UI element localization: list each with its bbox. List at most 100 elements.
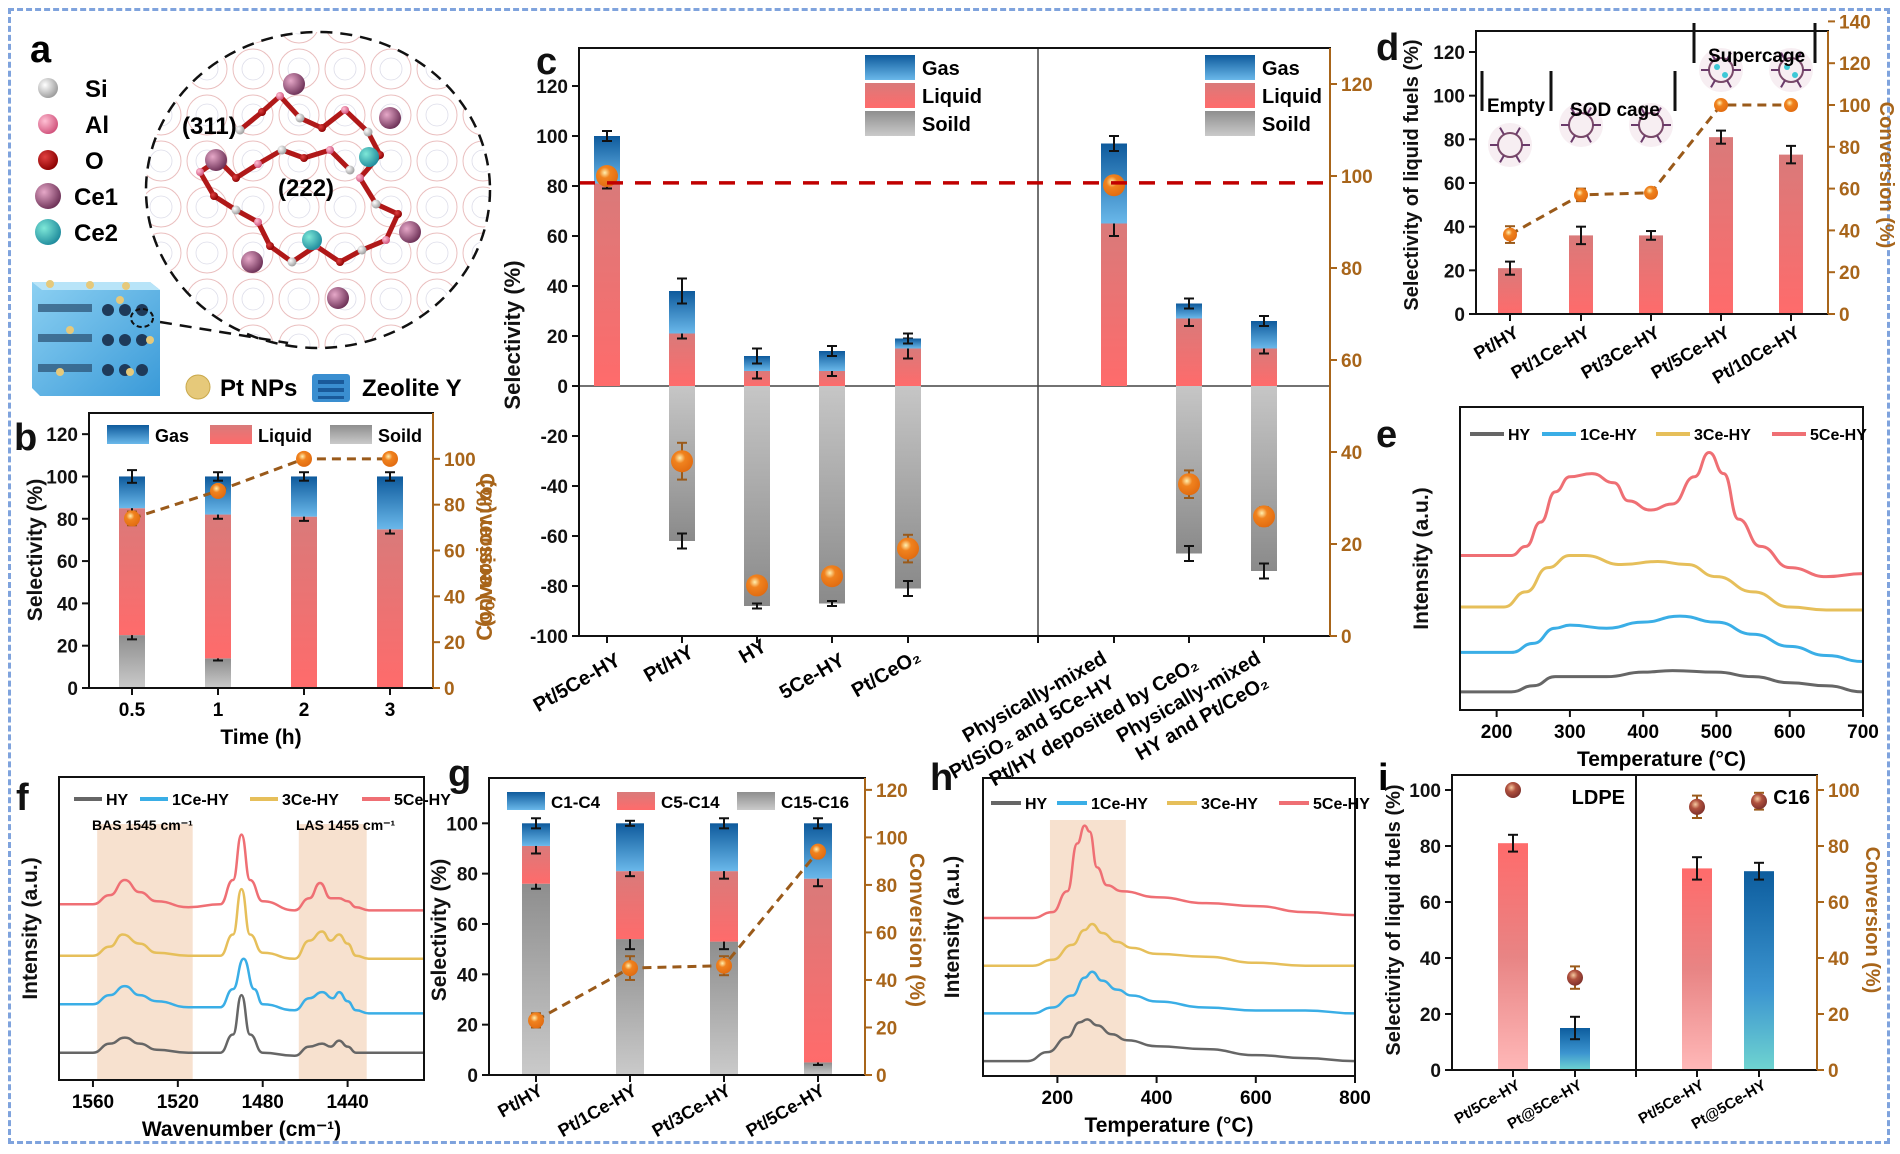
cage-spoke — [1586, 107, 1592, 116]
legend-swatch-soild — [1205, 111, 1255, 136]
annotation-empty: Empty — [1487, 96, 1546, 117]
bar-liquid-fuels — [1639, 235, 1663, 314]
cube-channel — [38, 364, 92, 372]
cube-pore — [136, 334, 148, 346]
x-axis-label: Time (h) — [220, 726, 301, 749]
framework-atom — [371, 199, 381, 209]
bar-soild — [119, 635, 145, 688]
conversion-point — [716, 957, 732, 974]
conversion-point — [671, 450, 693, 473]
x-tick-label: 2 — [299, 700, 310, 721]
ce2-atom — [302, 230, 322, 250]
framework-bond — [255, 220, 273, 248]
panel-label: i — [1378, 757, 1389, 799]
cage-annotations: Empty SOD cage Supercage — [1480, 23, 1817, 121]
legend-swatch-soild — [865, 111, 915, 136]
bar-liquid — [377, 529, 403, 688]
cube-pore — [136, 364, 148, 376]
series-line-hy — [982, 1018, 1356, 1063]
x-axis-label: Temperature (°C) — [1084, 1114, 1253, 1137]
bar-gas — [291, 476, 317, 517]
cage-spoke — [1656, 107, 1662, 116]
x-tick-label: 600 — [1240, 1088, 1272, 1109]
ce1-atom — [205, 149, 227, 171]
y2-tick-label: 60 — [876, 923, 897, 944]
ce-site — [1722, 72, 1728, 78]
y2-tick-label: 80 — [876, 876, 897, 897]
y-tick-label: 20 — [1420, 1005, 1441, 1026]
conversion-point — [1103, 174, 1125, 197]
framework-atom — [210, 192, 218, 200]
bar-c1-c4 — [616, 823, 644, 872]
framework-bond — [238, 110, 264, 132]
y2-tick-label: 120 — [1839, 54, 1871, 75]
bar-c1-c4 — [710, 823, 738, 872]
framework-bond — [383, 212, 401, 242]
framework-atom — [394, 210, 402, 218]
framework-bond — [256, 147, 284, 167]
panel-label: b — [14, 417, 37, 459]
cage-spoke — [1515, 154, 1521, 163]
bar-soild — [1251, 386, 1277, 571]
framework-atom — [356, 174, 364, 182]
conversion-point — [1644, 185, 1658, 200]
y-tick-label: 0 — [467, 1066, 478, 1087]
bar-liquid-fuels — [1569, 235, 1593, 314]
cube-pore — [119, 334, 131, 346]
x-tick-label: Pt/3Ce-HY — [649, 1080, 734, 1141]
x-tick-label: Pt/HY — [640, 641, 698, 687]
ce-site — [1714, 64, 1720, 70]
x-tick-label: Pt/HY — [494, 1080, 546, 1121]
cage-structure-icon — [1559, 103, 1603, 147]
bar-liquid-fuels — [1498, 268, 1522, 314]
series-line-1ce-hy — [1459, 614, 1864, 664]
cage-spoke — [1640, 107, 1646, 116]
ce1-atom — [241, 251, 263, 273]
framework-atoms — [196, 73, 421, 309]
cage-bg — [1488, 123, 1532, 167]
panel-b: 0 20 40 60 80 100 120 0 20 40 60 80 100 b 0.5 1 2 3 Time (… — [14, 412, 498, 749]
atom-legend-label: O — [85, 148, 104, 175]
pt-particle — [146, 336, 154, 344]
legend-label: 3Ce-HY — [282, 792, 339, 809]
conversion-point — [1751, 793, 1767, 810]
y2-tick-label: 20 — [1828, 1005, 1849, 1026]
atom-ce1-icon — [35, 183, 61, 209]
y-tick-label: 0 — [67, 679, 78, 700]
cage-spoke — [1780, 79, 1786, 88]
y-tick-label: 120 — [46, 425, 78, 446]
y2-tick-label: 40 — [444, 587, 465, 608]
series-line-3ce-hy — [1460, 553, 1863, 612]
legend-label: HY — [106, 792, 129, 809]
framework-bond — [268, 243, 294, 265]
bar-soild — [205, 658, 231, 688]
conversion-point — [296, 450, 312, 467]
cube-pore — [102, 334, 114, 346]
y2-tick-label: 60 — [444, 542, 465, 563]
panel-label: g — [448, 753, 471, 795]
cube-pore — [136, 304, 148, 316]
cube-channel — [38, 334, 92, 342]
y-tick-label: 60 — [547, 227, 568, 248]
x-tick-label: 3 — [385, 700, 396, 721]
conversion-point — [124, 510, 140, 527]
framework-bond — [303, 147, 331, 161]
legend-swatch-gas — [865, 55, 915, 80]
y-tick-label: 60 — [457, 915, 478, 936]
y-tick-label: 40 — [547, 277, 568, 298]
annotation-sod-cage: SOD cage — [1570, 100, 1660, 121]
y-tick-label: 100 — [1409, 781, 1441, 802]
y-tick-label: 0 — [1454, 305, 1465, 326]
legend-swatch-liquid — [865, 83, 915, 108]
x-tick-label: 1520 — [157, 1092, 199, 1113]
atom-legend-label: Ce1 — [74, 184, 118, 211]
y-tick-label: -20 — [541, 427, 568, 448]
x-tick-label: 600 — [1774, 722, 1806, 743]
cage-structure-icon — [1488, 123, 1532, 167]
legend-zeolite-y: Zeolite Y — [362, 375, 462, 402]
legend-swatch-c15-c16 — [737, 792, 775, 810]
legend-swatch-soild — [330, 425, 372, 444]
y2-tick-label: 60 — [1341, 351, 1362, 372]
conversion-point — [1503, 227, 1517, 242]
x-tick-label: 1480 — [242, 1092, 284, 1113]
